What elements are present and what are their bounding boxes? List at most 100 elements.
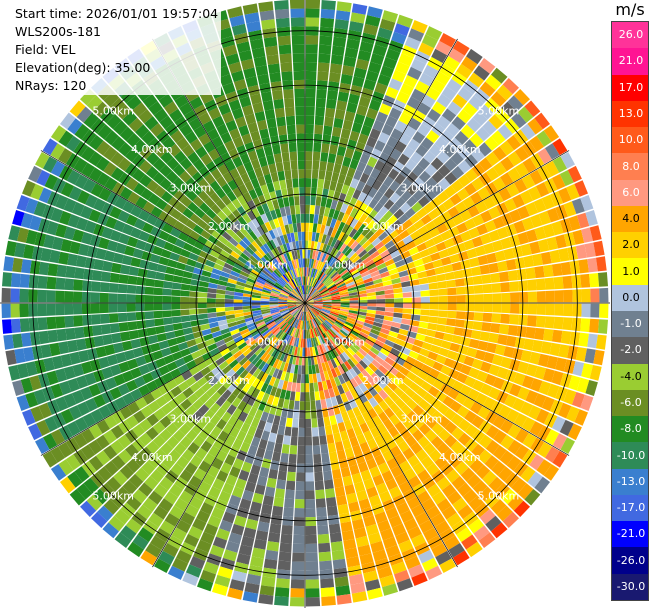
- gate-cell: [179, 183, 192, 196]
- gate-cell: [349, 207, 359, 218]
- gate-cell: [331, 325, 340, 333]
- gate-cell: [418, 170, 431, 183]
- gate-cell: [287, 133, 297, 144]
- gate-cell: [127, 191, 140, 205]
- field-name: Field: VEL: [15, 42, 76, 57]
- gate-cell: [294, 196, 300, 206]
- gate-cell: [388, 366, 399, 376]
- gate-cell: [166, 379, 178, 391]
- gate-cell: [431, 170, 444, 184]
- gate-cell: [153, 483, 169, 498]
- gate-cell: [435, 520, 451, 535]
- gate-cell: [555, 234, 567, 249]
- gate-cell: [277, 397, 285, 408]
- gate-cell: [351, 271, 361, 279]
- gate-cell: [354, 385, 364, 396]
- gate-cell: [189, 382, 201, 393]
- gate-cell: [291, 279, 297, 288]
- gate-cell: [204, 99, 218, 112]
- gate-cell: [195, 447, 208, 460]
- gate-cell: [371, 237, 382, 247]
- gate-cell: [318, 169, 326, 180]
- gate-cell: [393, 208, 405, 220]
- gate-cell: [395, 409, 407, 421]
- gate-cell: [317, 284, 325, 291]
- gate-cell: [452, 380, 464, 392]
- gate-cell: [299, 311, 303, 321]
- gate-cell: [462, 397, 475, 410]
- gate-cell: [217, 430, 229, 442]
- gate-cell: [216, 315, 227, 322]
- gate-cell: [90, 408, 104, 423]
- gate-cell: [333, 261, 341, 270]
- gate-cell: [401, 281, 411, 288]
- gate-cell: [257, 475, 268, 487]
- gate-cell: [242, 348, 252, 357]
- gate-cell: [484, 136, 499, 151]
- range-ring-label: 5.00km: [92, 490, 134, 503]
- gate-cell: [451, 427, 465, 440]
- gate-cell: [187, 201, 199, 213]
- gate-cell: [55, 223, 68, 238]
- gate-cell: [204, 173, 216, 185]
- gate-cell: [130, 388, 143, 401]
- gate-cell: [72, 363, 85, 377]
- gate-cell: [474, 245, 486, 257]
- colorbar-swatch: [612, 22, 648, 49]
- gate-cell: [312, 307, 320, 314]
- gate-cell: [135, 285, 146, 295]
- gate-cell: [496, 226, 509, 240]
- gate-cell: [480, 383, 493, 396]
- gate-cell: [265, 344, 274, 354]
- gate-cell: [307, 285, 311, 295]
- gate-cell: [64, 278, 75, 291]
- gate-cell: [540, 251, 552, 265]
- gate-cell: [366, 486, 379, 499]
- gate-cell: [421, 557, 438, 572]
- gate-cell: [119, 126, 135, 142]
- gate-cell: [356, 314, 367, 319]
- gate-cell: [372, 474, 385, 487]
- gate-cell: [390, 326, 400, 334]
- gate-cell: [395, 240, 406, 250]
- gate-cell: [153, 310, 163, 319]
- gate-cell: [65, 265, 76, 279]
- gate-cell: [100, 324, 111, 335]
- gate-cell: [563, 289, 573, 303]
- gate-cell: [225, 368, 236, 379]
- gate-cell: [228, 532, 242, 545]
- gate-cell: [117, 283, 128, 294]
- gate-cell: [329, 144, 338, 155]
- gate-cell: [281, 275, 289, 284]
- gate-cell: [287, 299, 297, 302]
- gate-cell: [212, 536, 228, 549]
- gate-cell: [252, 252, 261, 262]
- gate-cell: [358, 348, 368, 357]
- gate-cell: [374, 355, 385, 365]
- gate-cell: [294, 319, 299, 328]
- gate-cell: [252, 368, 262, 378]
- gate-cell: [340, 521, 353, 533]
- gate-cell: [141, 130, 156, 145]
- gate-cell: [436, 150, 450, 164]
- gate-cell: [500, 212, 514, 226]
- gate-cell: [587, 257, 598, 273]
- gate-cell: [391, 235, 403, 245]
- gate-cell: [275, 434, 284, 444]
- gate-cell: [456, 145, 471, 160]
- gate-cell: [275, 17, 290, 28]
- gate-cell: [340, 298, 350, 301]
- gate-cell: [308, 320, 312, 330]
- gate-cell: [461, 56, 478, 72]
- gate-cell: [110, 425, 125, 439]
- gate-cell: [350, 582, 366, 594]
- gate-cell: [286, 363, 292, 373]
- gate-cell: [135, 355, 147, 367]
- gate-cell: [337, 503, 349, 515]
- gate-cell: [84, 220, 97, 234]
- gate-cell: [114, 532, 132, 548]
- gate-cell: [589, 273, 600, 288]
- gate-cell: [329, 312, 339, 318]
- gate-cell: [410, 230, 421, 241]
- gate-cell: [305, 160, 313, 170]
